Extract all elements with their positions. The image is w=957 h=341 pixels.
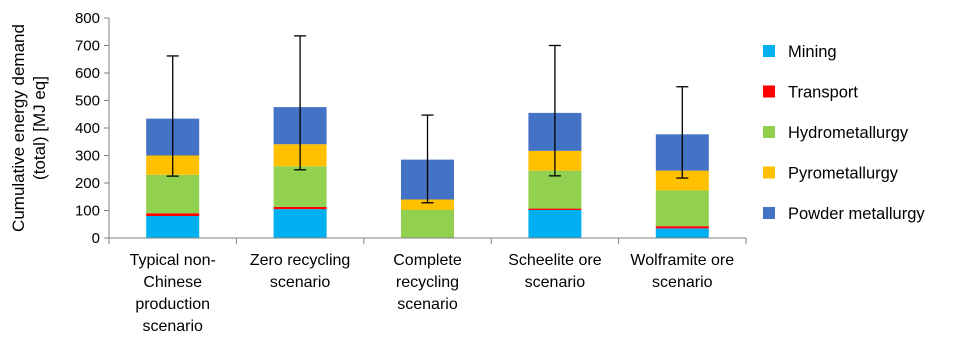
legend-label: Powder metallurgy (788, 205, 925, 223)
x-axis-labels: Typical non- Chinese production scenario Zer… (130, 252, 735, 335)
legend-label: Mining (788, 43, 837, 61)
x-category-label: scenario (270, 274, 331, 291)
y-axis-title: Cumulative energy demand (total) [MJ eq] (9, 24, 49, 232)
x-category-label: Scheelite ore (508, 252, 601, 269)
y-axis-title-line: (total) [MJ eq] (30, 76, 49, 180)
bar-segment-hydrometallurgy (401, 209, 454, 238)
x-category-label: scenario (652, 274, 713, 291)
x-category-label: scenario (525, 274, 586, 291)
bar-segment-transport (273, 206, 327, 210)
bar-segment-pyrometallurgy (655, 170, 709, 191)
y-tick-label: 700 (75, 38, 100, 55)
y-tick-label: 500 (75, 93, 100, 110)
y-tick-label: 600 (75, 65, 100, 82)
bar-segment-hydrometallurgy (146, 174, 200, 214)
x-category-label: Complete (393, 252, 462, 269)
y-tick-label: 200 (75, 175, 100, 192)
x-category-label: production (135, 296, 210, 313)
legend-swatch (763, 166, 775, 179)
bar-segment-mining (528, 209, 582, 238)
y-tick-label: 400 (75, 120, 100, 137)
y-tick-label: 100 (75, 203, 100, 220)
legend: Mining Transport Hydrometallurgy Pyrometall… (763, 43, 925, 223)
bar-segment-mining (146, 216, 200, 238)
bar-segment-transport (655, 226, 709, 229)
axes (108, 18, 747, 244)
bar-segment-hydrometallurgy (273, 166, 327, 207)
bar-segment-mining (655, 228, 709, 238)
legend-label: Pyrometallurgy (788, 165, 899, 183)
error-bars (166, 35, 689, 204)
y-axis-ticks: 0 100 200 300 400 500 600 700 800 (75, 10, 109, 247)
legend-label: Hydrometallurgy (788, 124, 909, 142)
bar-segment-hydrometallurgy (655, 190, 709, 227)
legend-swatch (763, 85, 775, 98)
legend-swatch (763, 126, 775, 138)
legend-label: Transport (788, 84, 858, 102)
bar-segment-transport (146, 213, 200, 216)
bar-segment-transport (528, 208, 582, 210)
x-category-label: Chinese (143, 274, 202, 291)
y-tick-label: 0 (92, 230, 100, 247)
legend-swatch (763, 207, 775, 219)
bar-segment-hydrometallurgy (528, 170, 582, 209)
y-tick-label: 800 (75, 10, 100, 27)
x-category-label: scenario (397, 296, 458, 313)
y-tick-label: 300 (75, 148, 100, 165)
x-category-label: Zero recycling (250, 252, 350, 269)
x-category-label: recycling (396, 274, 459, 291)
x-category-label: Wolframite ore (630, 252, 734, 269)
bar-segment-mining (273, 209, 327, 238)
bar-segment-pyrometallurgy (401, 199, 454, 210)
x-category-label: scenario (142, 318, 203, 335)
y-axis-title-line: Cumulative energy demand (9, 24, 28, 232)
legend-swatch (763, 45, 775, 57)
x-category-label: Typical non- (130, 252, 216, 269)
bars (146, 107, 709, 238)
